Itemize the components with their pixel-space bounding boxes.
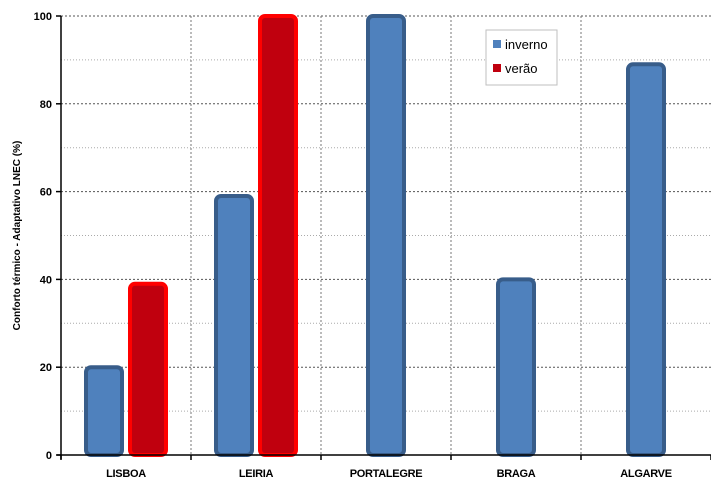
bar-inverno-lisboa [84,365,124,458]
y-axis-label: Conforto térmico - Adaptativo LNEC (%) [12,141,23,331]
bar-inverno-leiria [214,193,254,458]
legend-label-verão: verão [505,61,538,76]
legend-box [485,29,558,86]
x-tick-label: BRAGA [497,468,536,480]
x-tick-label: LISBOA [106,468,146,480]
bar-inverno-algarve [626,62,666,457]
y-tick-label: 0 [46,450,52,462]
bar-inverno-braga [496,277,536,457]
y-tick-label: 20 [40,362,52,374]
legend-swatch-verão [493,64,501,72]
x-tick-label: ALGARVE [620,468,671,480]
y-tick-label: 80 [40,99,52,111]
axes: 0 20 40 60 80 100 LISBOA LEIRIA PORTALEGRE BRAGA A… [34,11,711,480]
legend-swatch-inverno [493,40,501,48]
y-tick-label: 100 [34,11,52,23]
y-tick-label: 60 [40,187,52,199]
bar-verão-lisboa [128,281,168,458]
x-tick-label: LEIRIA [239,468,274,480]
x-tick-label: PORTALEGRE [350,468,423,480]
bar-verão-leiria [258,14,298,457]
y-tick-label: 40 [40,274,52,286]
bar-inverno-portalegre [366,14,406,457]
legend: inverno verão [485,29,558,86]
legend-label-inverno: inverno [505,37,548,52]
